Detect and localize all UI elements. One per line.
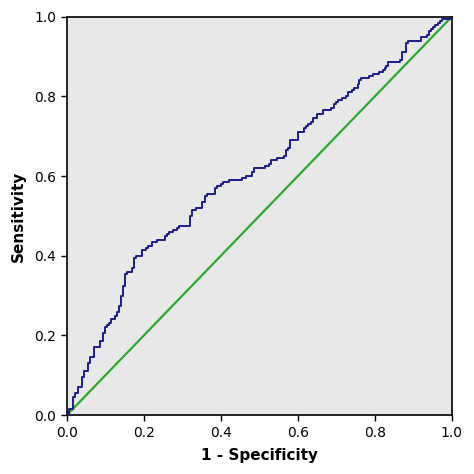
X-axis label: 1 - Specificity: 1 - Specificity	[201, 448, 318, 463]
Y-axis label: Sensitivity: Sensitivity	[11, 170, 26, 262]
